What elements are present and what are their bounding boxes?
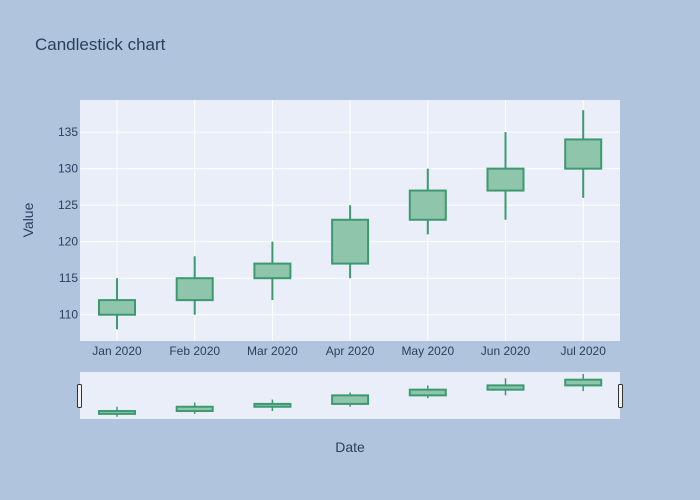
range-slider-right-handle[interactable] xyxy=(618,384,623,408)
candles xyxy=(98,110,603,330)
slider-candle-body xyxy=(408,388,447,397)
y-tick-label: 125 xyxy=(58,198,78,212)
slider-candle xyxy=(253,399,292,412)
y-tick-label: 135 xyxy=(58,125,78,139)
slider-candle xyxy=(486,378,525,396)
x-axis-label: Date xyxy=(335,439,365,455)
slider-candle-body xyxy=(486,384,525,391)
range-slider-left-handle[interactable] xyxy=(77,384,82,408)
x-tick-label: Jul 2020 xyxy=(561,344,607,358)
candle[interactable] xyxy=(331,205,370,279)
y-tick-label: 130 xyxy=(58,162,78,176)
candle-body xyxy=(253,262,292,280)
x-tick-label: Mar 2020 xyxy=(247,344,298,358)
candle[interactable] xyxy=(253,241,292,301)
x-tick-label: Jun 2020 xyxy=(481,344,531,358)
y-axis-label: Value xyxy=(20,202,36,237)
slider-candle-body xyxy=(564,378,603,387)
slider-candle xyxy=(98,406,136,417)
slider-candle xyxy=(175,402,214,414)
y-tick-label: 115 xyxy=(59,271,78,285)
y-tick-label: 110 xyxy=(59,308,78,322)
y-tick-label: 120 xyxy=(58,235,78,249)
x-tick-labels: Jan 2020 Feb 2020 Mar 2020 Apr 2020 May 2020… xyxy=(92,344,606,358)
slider-candle-body xyxy=(175,405,214,413)
candle[interactable] xyxy=(486,132,525,220)
x-tick-label: Jan 2020 xyxy=(92,344,142,358)
candle-body xyxy=(486,167,525,192)
x-tick-label: May 2020 xyxy=(401,344,454,358)
range-slider-candles xyxy=(98,373,603,417)
x-tick-label: Feb 2020 xyxy=(169,344,220,358)
candle-body xyxy=(175,277,214,302)
slider-candle xyxy=(564,373,603,392)
candle[interactable] xyxy=(564,110,603,198)
candle-body xyxy=(331,218,370,265)
y-tick-labels: 110 115 120 125 130 135 xyxy=(58,125,78,322)
slider-candle-body xyxy=(331,394,370,405)
slider-candle xyxy=(408,385,447,399)
slider-candle-body xyxy=(98,410,136,415)
candle[interactable] xyxy=(98,278,136,330)
chart-title: Candlestick chart xyxy=(35,35,166,54)
candle-body xyxy=(564,138,603,170)
candle-body xyxy=(98,299,136,316)
x-tick-label: Apr 2020 xyxy=(326,344,375,358)
candle-body xyxy=(408,189,447,221)
slider-candle xyxy=(331,392,370,407)
slider-candle-body xyxy=(253,402,292,408)
candle[interactable] xyxy=(175,256,214,315)
candle[interactable] xyxy=(408,168,447,235)
